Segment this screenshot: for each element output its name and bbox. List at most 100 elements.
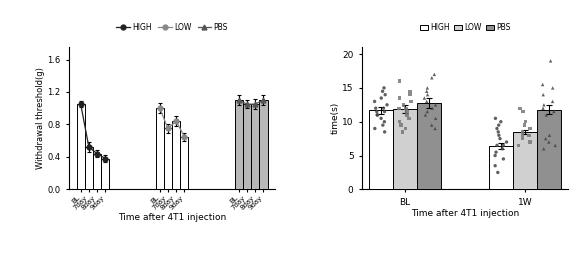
Point	[544, 140, 553, 144]
Point	[370, 127, 379, 131]
Bar	[235, 100, 243, 189]
Point	[377, 96, 386, 100]
Bar	[243, 104, 251, 189]
Point	[382, 103, 391, 107]
Point	[541, 136, 550, 141]
Bar	[85, 147, 93, 189]
Point	[526, 140, 535, 144]
Point	[430, 72, 439, 77]
Legend: HIGH, LOW, PBS: HIGH, LOW, PBS	[417, 20, 513, 35]
Point	[427, 76, 436, 80]
Point	[379, 86, 389, 90]
Point	[378, 89, 387, 93]
Bar	[172, 121, 180, 189]
Point	[521, 120, 530, 124]
Point	[548, 86, 557, 90]
Bar	[393, 109, 417, 189]
Point	[491, 150, 501, 154]
Bar	[513, 132, 537, 189]
Point	[497, 120, 506, 124]
Point	[373, 113, 382, 117]
Point	[520, 123, 529, 127]
Point	[402, 113, 412, 117]
Point	[491, 164, 500, 168]
Point	[380, 120, 389, 124]
Point	[378, 123, 387, 127]
Point	[398, 103, 408, 107]
Point	[404, 116, 413, 120]
Point	[499, 143, 508, 148]
Point	[377, 116, 386, 120]
Point	[395, 96, 404, 100]
Point	[492, 127, 502, 131]
Point	[380, 130, 389, 134]
Point	[492, 143, 502, 148]
Point	[401, 106, 410, 110]
Point	[518, 136, 527, 141]
Point	[430, 127, 440, 131]
Point	[431, 116, 440, 120]
Point	[498, 147, 507, 151]
Point	[394, 106, 404, 110]
Point	[395, 120, 404, 124]
Point	[539, 147, 548, 151]
Point	[405, 93, 414, 97]
Point	[370, 99, 379, 104]
Point	[524, 133, 533, 137]
Bar	[369, 110, 393, 189]
Point	[380, 109, 389, 114]
Bar	[489, 146, 513, 189]
Point	[494, 130, 503, 134]
Point	[538, 93, 548, 97]
Bar	[417, 103, 441, 189]
Bar	[93, 154, 101, 189]
X-axis label: Time after 4T1 injection: Time after 4T1 injection	[118, 214, 226, 222]
Point	[499, 157, 508, 161]
Bar	[156, 108, 164, 189]
Point	[373, 113, 382, 117]
Y-axis label: Withdrawal threshold(g): Withdrawal threshold(g)	[36, 67, 45, 169]
Point	[397, 123, 406, 127]
X-axis label: Time after 4T1 injection: Time after 4T1 injection	[411, 209, 519, 219]
Point	[422, 109, 432, 114]
Point	[422, 86, 432, 90]
Point	[379, 106, 388, 110]
Point	[550, 143, 560, 148]
Bar	[164, 129, 172, 189]
Point	[495, 136, 505, 141]
Point	[406, 99, 416, 104]
Bar	[101, 159, 110, 189]
Point	[518, 109, 528, 114]
Point	[502, 140, 511, 144]
Point	[405, 89, 414, 93]
Point	[538, 106, 548, 110]
Point	[428, 106, 437, 110]
Point	[371, 106, 381, 110]
Legend: HIGH, LOW, PBS: HIGH, LOW, PBS	[113, 20, 231, 35]
Point	[491, 116, 500, 120]
Bar	[180, 136, 188, 189]
Point	[401, 127, 410, 131]
Point	[514, 143, 523, 148]
Point	[372, 109, 381, 114]
Point	[515, 106, 525, 110]
Point	[395, 79, 404, 83]
Point	[538, 82, 547, 87]
Point	[518, 130, 528, 134]
Point	[398, 130, 407, 134]
Bar	[76, 104, 85, 189]
Point	[402, 109, 412, 114]
Point	[494, 123, 503, 127]
Point	[494, 133, 503, 137]
Point	[548, 99, 557, 104]
Point	[549, 109, 559, 114]
Point	[422, 99, 431, 104]
Point	[381, 93, 390, 97]
Bar	[259, 100, 267, 189]
Point	[518, 133, 527, 137]
Point	[423, 93, 432, 97]
Point	[421, 113, 430, 117]
Point	[431, 103, 440, 107]
Point	[427, 123, 436, 127]
Point	[540, 103, 549, 107]
